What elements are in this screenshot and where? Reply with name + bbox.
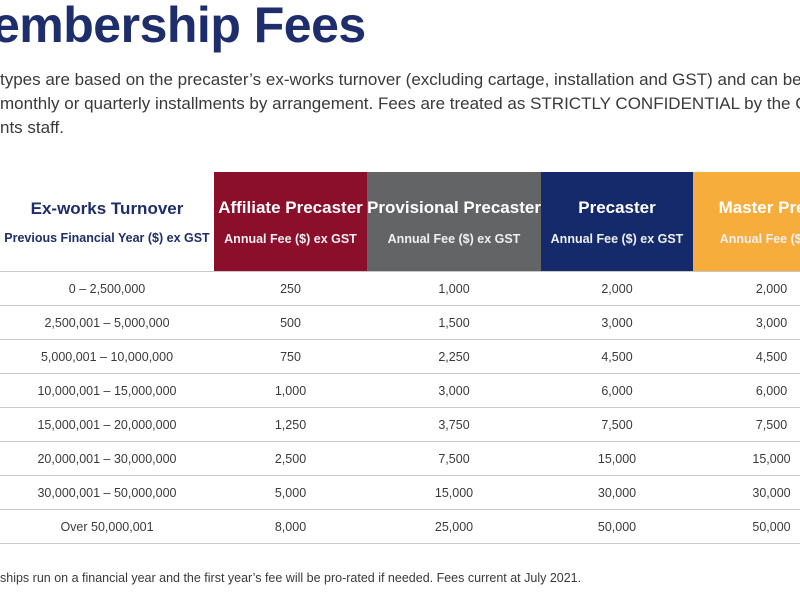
precaster-fee-cell: 30,000 [541, 475, 693, 510]
table-row: 5,000,001 – 10,000,000 750 2,250 4,500 4… [0, 339, 800, 374]
table-row: 10,000,001 – 15,000,000 1,000 3,000 6,00… [0, 373, 800, 408]
master-fee-cell: 15,000 [693, 441, 800, 476]
table-row: 20,000,001 – 30,000,000 2,500 7,500 15,0… [0, 441, 800, 476]
header-subtitle: Annual Fee ($) ex GST [387, 231, 521, 246]
precaster-fee-cell: 4,500 [541, 339, 693, 374]
precaster-fee-cell: 50,000 [541, 509, 693, 544]
intro-paragraph: types are based on the precaster’s ex-wo… [0, 68, 800, 140]
table-row: 0 – 2,500,000 250 1,000 2,000 2,000 [0, 271, 800, 306]
header-precaster: Precaster Annual Fee ($) ex GST [541, 172, 693, 272]
master-fee-cell: 50,000 [693, 509, 800, 544]
header-affiliate-precaster: Affiliate Precaster Annual Fee ($) ex GS… [214, 172, 367, 272]
provisional-fee-cell: 15,000 [367, 475, 541, 510]
provisional-fee-cell: 2,250 [367, 339, 541, 374]
master-fee-cell: 4,500 [693, 339, 800, 374]
affiliate-fee-cell: 5,000 [214, 475, 367, 510]
turnover-cell: 30,000,001 – 50,000,000 [0, 475, 214, 510]
provisional-fee-cell: 3,750 [367, 407, 541, 442]
page-title: embership Fees [0, 0, 366, 53]
provisional-fee-cell: 25,000 [367, 509, 541, 544]
intro-line-2: monthly or quarterly installments by arr… [0, 94, 800, 113]
table-header-row: Ex-works Turnover Previous Financial Yea… [0, 172, 800, 272]
precaster-fee-cell: 2,000 [541, 271, 693, 306]
fees-table: Ex-works Turnover Previous Financial Yea… [0, 172, 800, 544]
affiliate-fee-cell: 250 [214, 271, 367, 306]
turnover-cell: 15,000,001 – 20,000,000 [0, 407, 214, 442]
header-title: Affiliate Precaster [218, 197, 363, 217]
provisional-fee-cell: 7,500 [367, 441, 541, 476]
affiliate-fee-cell: 1,000 [214, 373, 367, 408]
master-fee-cell: 7,500 [693, 407, 800, 442]
turnover-cell: 20,000,001 – 30,000,000 [0, 441, 214, 476]
header-subtitle: Annual Fee ($) ex GST [550, 231, 684, 246]
header-ex-works-turnover: Ex-works Turnover Previous Financial Yea… [0, 172, 214, 272]
header-subtitle: Previous Financial Year ($) ex GST [4, 230, 210, 245]
table-row: 15,000,001 – 20,000,000 1,250 3,750 7,50… [0, 407, 800, 442]
turnover-cell: 2,500,001 – 5,000,000 [0, 305, 214, 340]
header-master-precaster: Master Preca Annual Fee ($) ex [693, 172, 800, 272]
table-row: 30,000,001 – 50,000,000 5,000 15,000 30,… [0, 475, 800, 510]
precaster-fee-cell: 7,500 [541, 407, 693, 442]
table-row: Over 50,000,001 8,000 25,000 50,000 50,0… [0, 509, 800, 544]
turnover-cell: Over 50,000,001 [0, 509, 214, 544]
affiliate-fee-cell: 8,000 [214, 509, 367, 544]
table-row: 2,500,001 – 5,000,000 500 1,500 3,000 3,… [0, 305, 800, 340]
precaster-fee-cell: 3,000 [541, 305, 693, 340]
turnover-cell: 0 – 2,500,000 [0, 271, 214, 306]
master-fee-cell: 30,000 [693, 475, 800, 510]
affiliate-fee-cell: 1,250 [214, 407, 367, 442]
affiliate-fee-cell: 500 [214, 305, 367, 340]
master-fee-cell: 6,000 [693, 373, 800, 408]
provisional-fee-cell: 1,000 [367, 271, 541, 306]
provisional-fee-cell: 1,500 [367, 305, 541, 340]
affiliate-fee-cell: 750 [214, 339, 367, 374]
turnover-cell: 10,000,001 – 15,000,000 [0, 373, 214, 408]
footnote: ships run on a financial year and the fi… [0, 571, 582, 585]
turnover-cell: 5,000,001 – 10,000,000 [0, 339, 214, 374]
affiliate-fee-cell: 2,500 [214, 441, 367, 476]
header-subtitle: Annual Fee ($) ex GST [224, 231, 357, 246]
header-subtitle: Annual Fee ($) ex [719, 231, 800, 246]
header-title: Provisional Precaster [367, 197, 541, 217]
provisional-fee-cell: 3,000 [367, 373, 541, 408]
header-provisional-precaster: Provisional Precaster Annual Fee ($) ex … [367, 172, 541, 272]
header-title: Precaster [578, 197, 656, 217]
master-fee-cell: 3,000 [693, 305, 800, 340]
intro-line-1: types are based on the precaster’s ex-wo… [0, 70, 800, 89]
header-title: Ex-works Turnover [30, 198, 184, 218]
intro-line-3: nts staff. [0, 118, 64, 137]
master-fee-cell: 2,000 [693, 271, 800, 306]
precaster-fee-cell: 6,000 [541, 373, 693, 408]
precaster-fee-cell: 15,000 [541, 441, 693, 476]
header-title: Master Preca [718, 197, 800, 217]
